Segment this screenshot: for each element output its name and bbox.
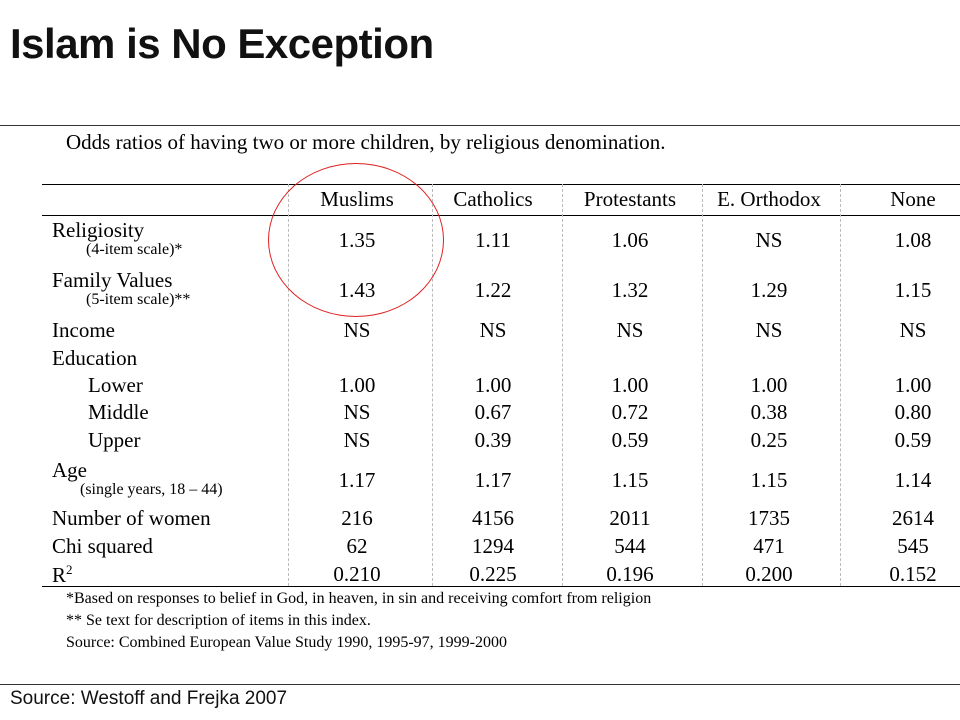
- slide-source: Source: Westoff and Frejka 2007: [10, 688, 288, 709]
- column-header-protestants: Protestants: [583, 187, 677, 211]
- table-cell: 216: [341, 506, 373, 530]
- row-label: Number of women: [52, 506, 211, 530]
- table-cell: 1.15: [611, 468, 649, 492]
- table-cell: 4156: [472, 506, 514, 530]
- row-label: R2: [52, 562, 73, 587]
- table-cell: 0.80: [894, 400, 932, 424]
- row-label: Lower: [88, 373, 143, 397]
- superscript: 2: [66, 562, 73, 577]
- top-divider: [0, 125, 960, 126]
- table-cell: 1.22: [474, 278, 512, 302]
- table-cell: NS: [343, 400, 371, 424]
- table-cell: 1294: [472, 534, 514, 558]
- table-cell: NS: [899, 318, 927, 342]
- table-cell: 1.06: [611, 228, 649, 252]
- table-cell: 1.08: [894, 228, 932, 252]
- column-header-e-orthodox: E. Orthodox: [717, 187, 821, 211]
- column-header-none: None: [890, 187, 936, 211]
- table-cell: 62: [346, 534, 368, 558]
- table-cell: 1.32: [611, 278, 649, 302]
- column-header-catholics: Catholics: [453, 187, 533, 211]
- column-divider: [702, 184, 703, 586]
- table-cell: 1.15: [894, 278, 932, 302]
- table-note: Source: Combined European Value Study 19…: [66, 634, 507, 651]
- table-cell: 0.225: [469, 562, 517, 586]
- table-cell: 1.00: [474, 373, 512, 397]
- header-divider: [42, 215, 960, 216]
- table-cell: 2011: [609, 506, 651, 530]
- table-cell: 1.29: [750, 278, 788, 302]
- highlight-circle: [268, 163, 444, 317]
- table-cell: 1.00: [750, 373, 788, 397]
- bottom-divider: [0, 684, 960, 685]
- table-cell: 2614: [892, 506, 934, 530]
- table-cell: 1.17: [474, 468, 512, 492]
- table-cell: 0.59: [611, 428, 649, 452]
- row-label: Income: [52, 318, 115, 342]
- odds-ratio-table: [42, 184, 960, 587]
- column-divider: [432, 184, 433, 586]
- table-cell: 0.200: [745, 562, 793, 586]
- table-cell: 1.00: [894, 373, 932, 397]
- table-cell: NS: [343, 318, 371, 342]
- table-note: *Based on responses to belief in God, in…: [66, 590, 652, 607]
- row-label: Age: [52, 458, 87, 482]
- table-cell: 1.14: [894, 468, 932, 492]
- row-sublabel: (4-item scale)*: [86, 241, 183, 258]
- row-label: Middle: [88, 400, 149, 424]
- row-label: Chi squared: [52, 534, 153, 558]
- table-cell: 0.25: [750, 428, 788, 452]
- table-cell: 0.196: [606, 562, 654, 586]
- row-label: Family Values: [52, 268, 173, 292]
- table-cell: 0.152: [889, 562, 937, 586]
- table-cell: 1.00: [338, 373, 376, 397]
- table-cell: NS: [755, 318, 783, 342]
- table-cell: 1.17: [338, 468, 376, 492]
- row-label: Upper: [88, 428, 141, 452]
- table-cell: 0.39: [474, 428, 512, 452]
- table-cell: 1735: [748, 506, 790, 530]
- table-cell: 1.00: [611, 373, 649, 397]
- table-cell: 0.59: [894, 428, 932, 452]
- table-cell: NS: [755, 228, 783, 252]
- column-divider: [562, 184, 563, 586]
- table-cell: 0.210: [333, 562, 381, 586]
- table-cell: 1.15: [750, 468, 788, 492]
- table-caption: Odds ratios of having two or more childr…: [66, 130, 666, 154]
- table-cell: NS: [479, 318, 507, 342]
- row-label: Religiosity: [52, 218, 145, 242]
- column-divider: [840, 184, 841, 586]
- slide-title: Islam is No Exception: [10, 20, 434, 67]
- table-cell: 544: [614, 534, 646, 558]
- table-cell: 471: [753, 534, 785, 558]
- row-sublabel: (5-item scale)**: [86, 291, 191, 308]
- column-divider: [288, 184, 289, 586]
- row-label: Education: [52, 346, 138, 370]
- table-note: ** Se text for description of items in t…: [66, 612, 371, 629]
- footer-divider: [42, 586, 960, 587]
- table-cell: NS: [616, 318, 644, 342]
- row-sublabel: (single years, 18 – 44): [80, 481, 223, 498]
- table-cell: NS: [343, 428, 371, 452]
- table-cell: 545: [897, 534, 929, 558]
- table-cell: 0.67: [474, 400, 512, 424]
- table-cell: 1.11: [475, 228, 511, 252]
- table-cell: 0.72: [611, 400, 649, 424]
- table-cell: 0.38: [750, 400, 788, 424]
